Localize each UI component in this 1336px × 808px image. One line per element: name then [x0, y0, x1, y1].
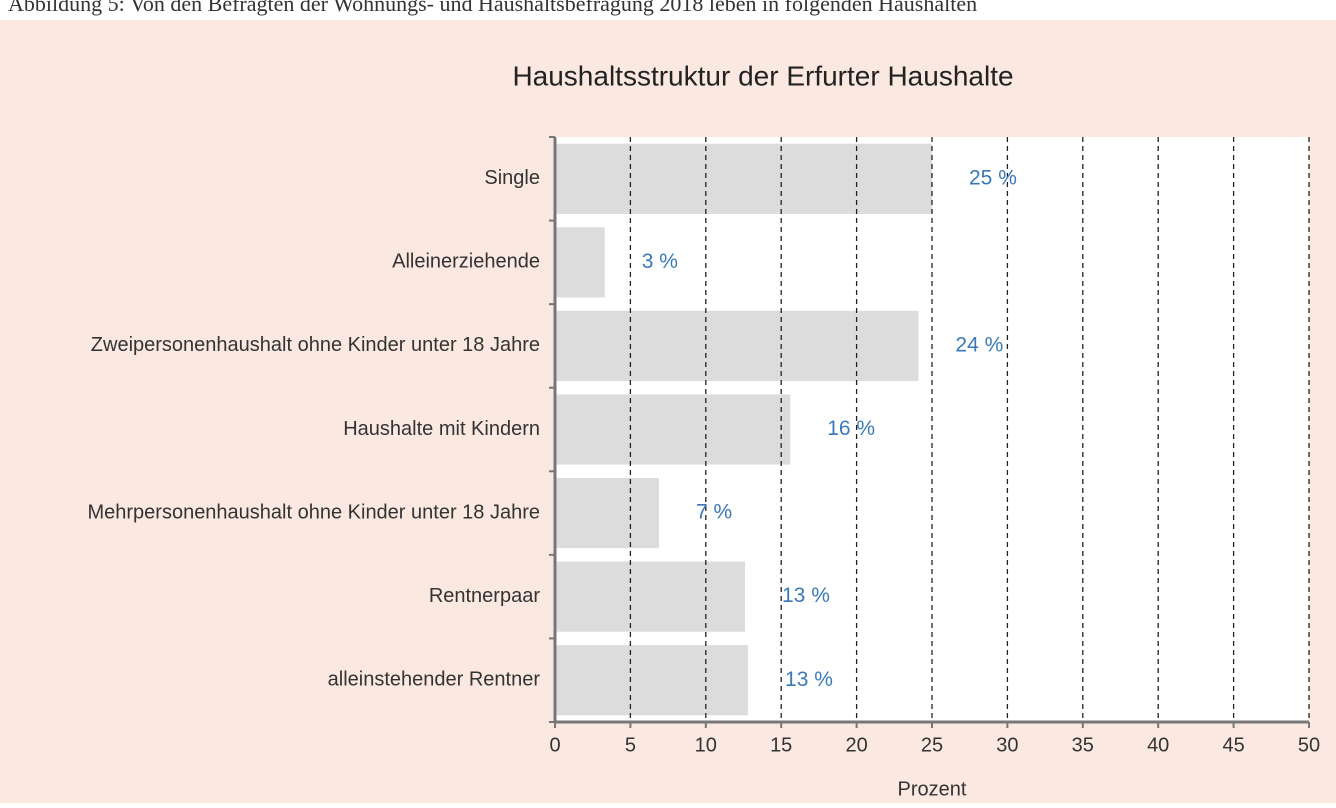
bar: [555, 394, 791, 465]
x-tick-label: 20: [845, 734, 867, 756]
category-label: alleinstehender Rentner: [328, 668, 541, 690]
x-tick-label: 0: [549, 734, 560, 756]
value-label: 16 %: [827, 417, 875, 440]
x-tick-label: 25: [921, 734, 943, 756]
value-label: 3 %: [642, 250, 678, 273]
x-tick-label: 35: [1072, 734, 1094, 756]
x-tick-label: 10: [695, 734, 717, 756]
bar: [555, 645, 749, 716]
category-label: Rentnerpaar: [429, 585, 541, 607]
x-tick-label: 50: [1298, 734, 1320, 756]
category-label: Haushalte mit Kindern: [343, 418, 540, 440]
category-label: Mehrpersonenhaushalt ohne Kinder unter 1…: [87, 501, 540, 523]
x-axis-label: Prozent: [898, 778, 967, 800]
bar: [555, 310, 919, 382]
marks: Single Alleinerziehende Zweipersonenhausha…: [87, 136, 1320, 756]
x-tick-label: 45: [1222, 734, 1244, 756]
value-label: 13 %: [782, 584, 830, 607]
category-label: Single: [484, 167, 540, 189]
bar: [555, 561, 746, 632]
x-tick-label: 15: [770, 734, 792, 756]
x-tick-label: 40: [1147, 734, 1169, 756]
x-tick-label: 30: [996, 734, 1018, 756]
bar: [555, 227, 605, 298]
bar: [555, 477, 660, 549]
chart-title: Haushaltsstruktur der Erfurter Haushalte: [512, 60, 1013, 91]
bar: [555, 143, 932, 214]
category-label: Zweipersonenhaushalt ohne Kinder unter 1…: [91, 334, 540, 356]
value-label: 24 %: [955, 333, 1003, 356]
value-label: 25 %: [969, 166, 1017, 189]
x-tick-label: 5: [625, 734, 636, 756]
value-label: 13 %: [785, 668, 833, 691]
caption: Abbildung 5: Von den Befragten der Wohnu…: [8, 0, 977, 16]
value-label: 7 %: [696, 501, 732, 524]
category-label: Alleinerziehende: [392, 251, 540, 273]
